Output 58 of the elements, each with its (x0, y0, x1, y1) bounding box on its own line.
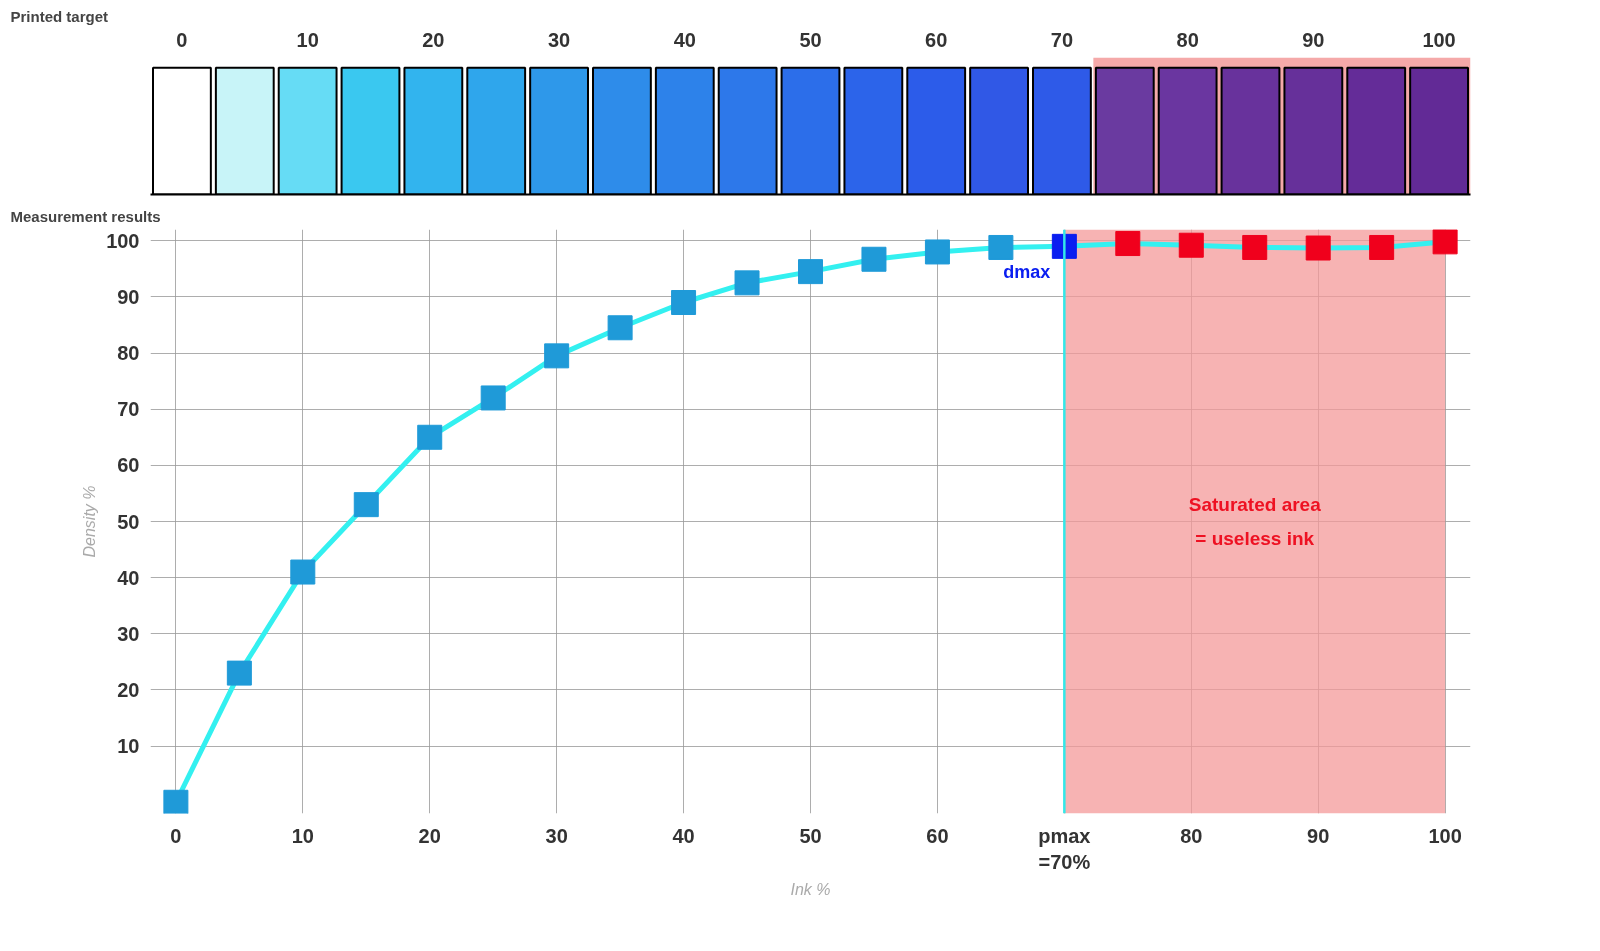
chart-title: Printed target (10, 7, 109, 25)
y-tick-label: 30 (117, 622, 140, 645)
y-tick-label: 90 (117, 285, 140, 308)
annotation: dmax (1003, 262, 1051, 283)
y-tick-label: 50 (117, 510, 140, 533)
y-tick-label: 40 (117, 566, 140, 589)
point (1305, 235, 1331, 261)
y-tick-label: 10 (117, 735, 140, 758)
y-tick-label: 80 (117, 342, 140, 365)
x-axis-title: Ink % (790, 880, 831, 898)
x-tick-label: pmax =70% (1038, 824, 1091, 873)
point (1178, 232, 1204, 258)
x-tick-label: 20 (418, 824, 441, 847)
point (734, 270, 760, 296)
x-tick-label: 50 (799, 28, 822, 51)
x-tick-label: 10 (296, 28, 319, 51)
x-tick-label: 80 (1180, 824, 1203, 847)
x-tick-label: 90 (1302, 28, 1325, 51)
point (671, 290, 697, 315)
x-tick-label: 100 (1422, 28, 1456, 51)
point (417, 424, 443, 450)
x-tick-label: 0 (170, 824, 182, 847)
x-tick-label: 20 (422, 28, 445, 51)
point (924, 239, 950, 265)
x-tick-label: 50 (799, 824, 822, 847)
point (544, 343, 570, 369)
point (163, 789, 189, 814)
x-tick-label: 40 (673, 28, 696, 51)
band-label: Saturated area = useless ink (1188, 494, 1322, 549)
point (1115, 231, 1141, 257)
point (988, 234, 1014, 260)
y-tick-label: 100 (106, 229, 140, 252)
x-tick-label: 90 (1307, 824, 1330, 847)
point (480, 385, 506, 411)
point (353, 492, 379, 518)
x-tick-label: 30 (547, 28, 571, 51)
x-tick-label: 40 (672, 824, 695, 847)
x-tick-label: 60 (926, 824, 949, 847)
chart-title: Measurement results (10, 207, 161, 225)
point (798, 259, 823, 285)
point (290, 559, 316, 585)
y-tick-label: 20 (117, 678, 140, 701)
point (607, 315, 633, 341)
x-tick-label: 100 (1428, 824, 1462, 847)
point (1242, 234, 1268, 260)
point (226, 660, 252, 686)
x-tick-label: 10 (291, 824, 314, 847)
y-tick-label: 70 (117, 398, 140, 421)
x-tick-label: 70 (1050, 28, 1074, 51)
point (1432, 229, 1458, 255)
x-tick-label: 0 (176, 28, 188, 51)
y-axis-title: Density % (81, 485, 99, 558)
x-tick-label: 60 (925, 28, 948, 51)
point (1369, 234, 1395, 260)
x-tick-label: 30 (545, 824, 568, 847)
point (861, 246, 887, 272)
y-tick-label: 60 (117, 454, 140, 477)
x-tick-label: 80 (1176, 28, 1199, 51)
